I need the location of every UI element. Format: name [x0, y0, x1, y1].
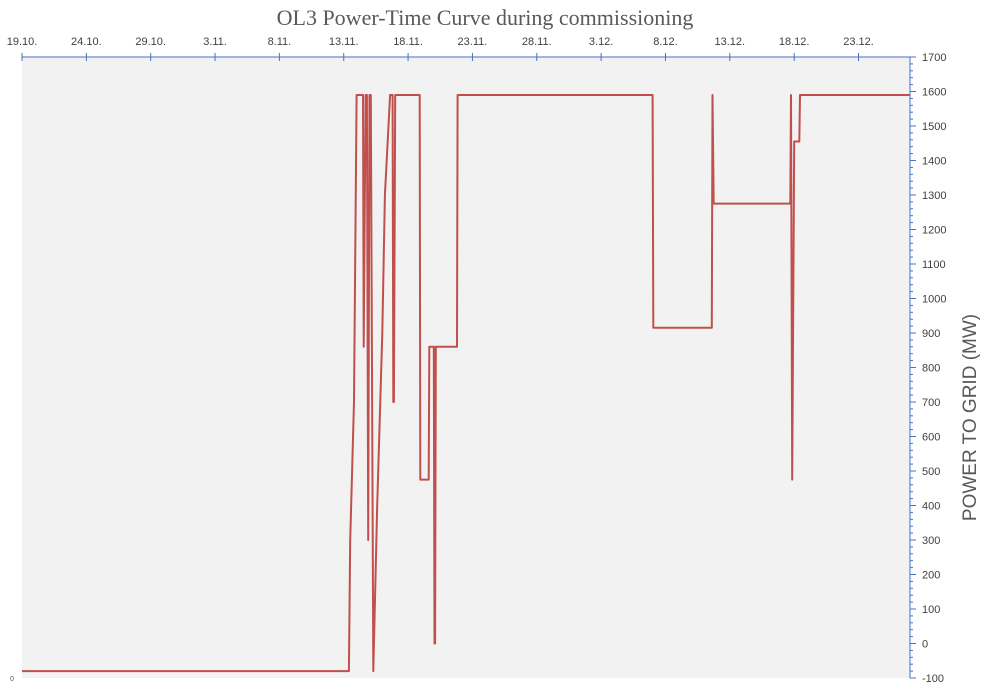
- x-tick-label: 8.12.: [653, 36, 677, 48]
- y-tick-label: 1700: [922, 52, 946, 64]
- x-tick-label: 24.10.: [71, 36, 102, 48]
- chart-title: OL3 Power-Time Curve during commissionin…: [277, 5, 694, 30]
- x-tick-label: 29.10.: [135, 36, 166, 48]
- y-tick-label: 800: [922, 363, 940, 375]
- x-tick-label: 23.11.: [458, 36, 488, 48]
- y-tick-label: 600: [922, 432, 940, 444]
- y-tick-label: 300: [922, 535, 940, 547]
- x-tick-label: 18.11.: [393, 36, 423, 48]
- x-tick-label: 19.10.: [7, 36, 38, 48]
- x-tick-label: 13.12.: [715, 36, 746, 48]
- x-axis: 19.10. 24.10. 29.10. 3.11. 8.11. 13.11. 18.11.…: [7, 36, 910, 61]
- y-tick-label: 500: [922, 466, 940, 478]
- y-tick-label: 700: [922, 397, 940, 409]
- y-axis-title: POWER TO GRID (MW): [960, 314, 981, 521]
- y-tick-label: 400: [922, 501, 940, 513]
- plot-area: [22, 57, 910, 678]
- x-tick-label: 28.11.: [522, 36, 552, 48]
- y-tick-label: 100: [922, 604, 940, 616]
- y-tick-label: 1300: [922, 190, 946, 202]
- x-tick-label: 13.11.: [329, 36, 359, 48]
- y-tick-label: 1200: [922, 225, 946, 237]
- y-tick-label: -100: [922, 673, 944, 685]
- y-tick-label: 0: [922, 639, 928, 651]
- x-tick-label: 18.12.: [779, 36, 810, 48]
- x-tick-label: 23.12.: [843, 36, 874, 48]
- x-tick-label: 8.11.: [268, 36, 292, 48]
- y-tick-label: 1000: [922, 294, 946, 306]
- power-series-line: [22, 94, 910, 673]
- x-tick-label: 3.12.: [589, 36, 613, 48]
- y-tick-label: 1600: [922, 87, 946, 99]
- y-tick-label: 200: [922, 570, 940, 582]
- y-axis: -100 0 100 200 300 400 500 600 700 800 900 1000 1100…: [909, 52, 946, 685]
- corner-label: 0: [10, 676, 14, 683]
- y-tick-label: 1500: [922, 121, 946, 133]
- y-tick-label: 1400: [922, 156, 946, 168]
- y-tick-label: 1100: [922, 259, 946, 271]
- y-tick-label: 900: [922, 328, 940, 340]
- x-tick-label: 3.11.: [203, 36, 227, 48]
